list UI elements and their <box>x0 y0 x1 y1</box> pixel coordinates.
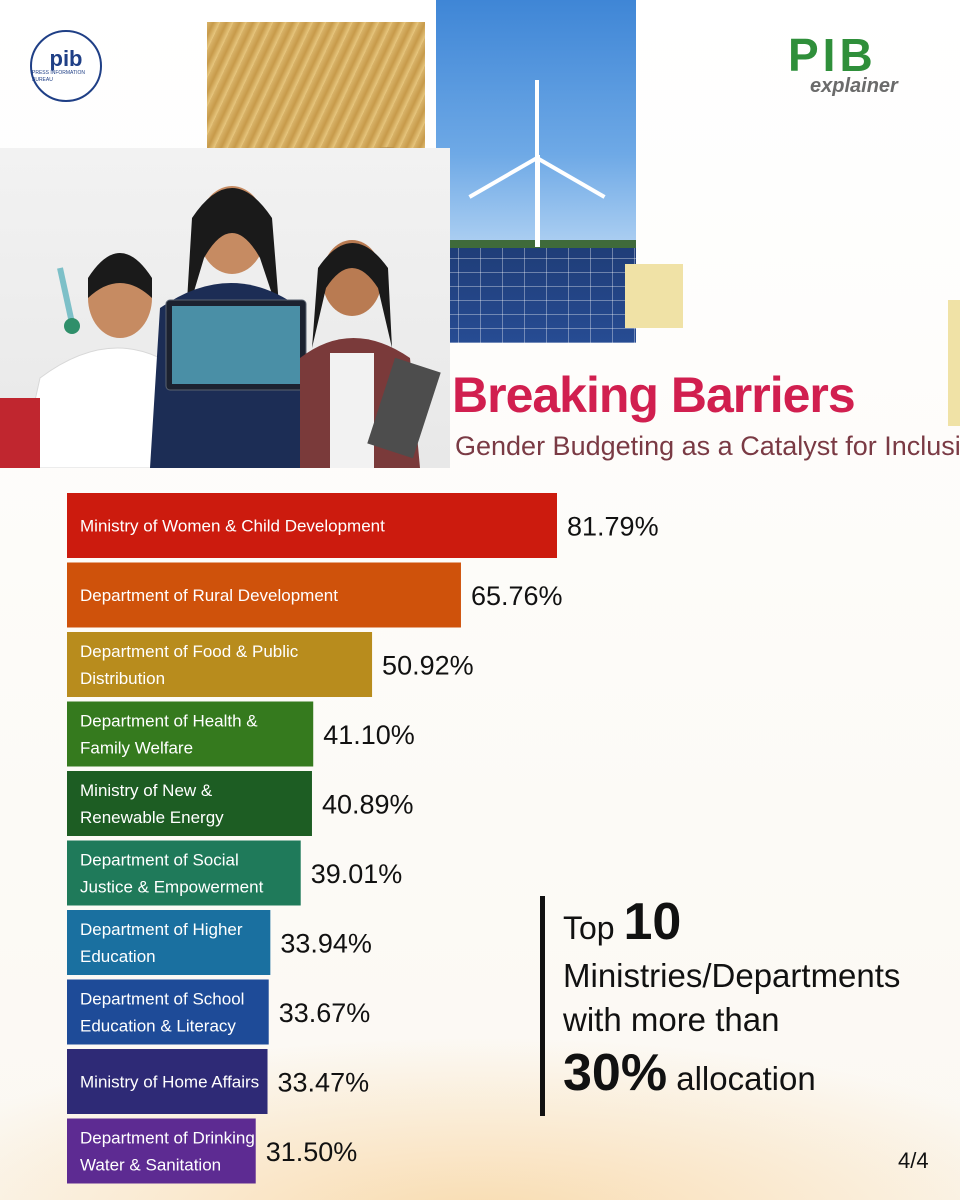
bar <box>67 493 557 558</box>
bar-category-line: Department of Rural Development <box>80 586 338 605</box>
bar-category-line: Ministry of New & <box>80 781 213 800</box>
bar <box>67 632 373 697</box>
bar-category-line: Department of School <box>80 990 244 1009</box>
bar-category-label: Ministry of Women & Child Development <box>80 517 385 536</box>
page-subtitle: Gender Budgeting as a Catalyst for Inclu… <box>455 431 960 461</box>
bar-category-label: Department of Food & Public Distribution <box>80 642 299 688</box>
bar-category-label: Department of Rural Development <box>80 586 338 605</box>
bar-category-line: Ministry of Home Affairs <box>80 1073 259 1092</box>
bar-category-line: Family Welfare <box>80 739 193 758</box>
bar-category-label: Department of Higher Education <box>80 920 243 966</box>
turbine-tower <box>535 155 540 247</box>
bar <box>67 910 271 975</box>
bar-category-line: Department of Higher <box>80 920 243 939</box>
bar-category-line: Department of Health & <box>80 712 258 731</box>
bar-category-label: Ministry of Home Affairs <box>80 1073 259 1092</box>
bar-value-label: 40.89% <box>322 790 414 820</box>
bar-value-label: 81.79% <box>567 512 659 542</box>
wind-solar-photo <box>436 0 636 343</box>
bar <box>67 840 301 906</box>
bar-value-label: 33.94% <box>280 929 372 959</box>
bar-value-label: 41.10% <box>323 720 415 750</box>
decorative-strip <box>948 300 960 426</box>
solar-panels <box>436 248 636 343</box>
bar <box>67 1118 256 1184</box>
allocation-bar-chart: Ministry of Women & Child Development 81.… <box>67 493 659 1184</box>
callout-line-4: 30% allocation <box>563 1042 920 1110</box>
bar-category-label: Ministry of New & Renewable Energy <box>80 781 224 827</box>
bar <box>67 562 461 628</box>
bar-category-label: Department of Health & Family Welfare <box>80 712 258 758</box>
bar-value-label: 33.67% <box>279 998 371 1028</box>
bar-category-line: Renewable Energy <box>80 808 224 827</box>
turbine-blade <box>468 156 538 199</box>
bar <box>67 701 314 767</box>
callout-number: 10 <box>623 893 682 951</box>
bar-value-label: 33.47% <box>278 1068 370 1098</box>
callout-percent: 30% <box>563 1044 668 1102</box>
turbine-blade <box>536 156 606 199</box>
pib-explainer-logo: PIB explainer <box>782 28 932 104</box>
bar-category-label: Department of School Education & Literacy <box>80 990 244 1036</box>
bar-value-label: 39.01% <box>311 859 403 889</box>
bar-value-label: 65.76% <box>471 581 563 611</box>
decorative-square <box>625 264 683 328</box>
bar-category-label: Department of Social Justice & Empowermen… <box>80 851 264 897</box>
explainer-logo-pib: PIB <box>788 29 877 81</box>
bar-category-line: Department of Social <box>80 851 239 870</box>
bar-category-line: Education & Literacy <box>80 1017 236 1036</box>
pib-logo-subtext: PRESS INFORMATION BUREAU <box>32 70 85 83</box>
bar-category-line: Education <box>80 947 156 966</box>
page-number: 4/4 <box>898 1148 929 1173</box>
page-title: Breaking Barriers <box>452 367 856 423</box>
callout-box: Top 10 Ministries/Departments with more … <box>540 896 920 1116</box>
callout-line-2: Ministries/Departments <box>563 957 901 994</box>
bar-category-line: Department of Drinking <box>80 1129 255 1148</box>
callout-line-3: with more than <box>563 1001 780 1038</box>
bar-value-label: 31.50% <box>266 1137 358 1167</box>
explainer-logo-word: explainer <box>810 75 898 97</box>
pib-logo-text: pib <box>49 46 83 71</box>
bar-category-line: Justice & Empowerment <box>80 878 264 897</box>
bar-category-line: Water & Sanitation <box>80 1156 221 1175</box>
bar-category-line: Department of Food & Public <box>80 642 299 661</box>
bar-value-label: 50.92% <box>382 651 474 681</box>
callout-top: Top <box>563 910 615 946</box>
women-photo <box>0 148 450 468</box>
bar <box>67 771 312 836</box>
bar <box>67 1049 268 1114</box>
callout-allocation: allocation <box>676 1060 816 1097</box>
pib-logo: pib PRESS INFORMATION BUREAU <box>30 30 102 102</box>
bar <box>67 979 269 1045</box>
turbine-blade <box>535 80 539 158</box>
bar-category-label: Department of Drinking Water & Sanitation <box>80 1129 255 1175</box>
bar-category-line: Distribution <box>80 669 165 688</box>
bar-category-line: Ministry of Women & Child Development <box>80 517 385 536</box>
callout-line-1: Top 10 <box>563 896 920 954</box>
women-illustration <box>0 186 441 468</box>
